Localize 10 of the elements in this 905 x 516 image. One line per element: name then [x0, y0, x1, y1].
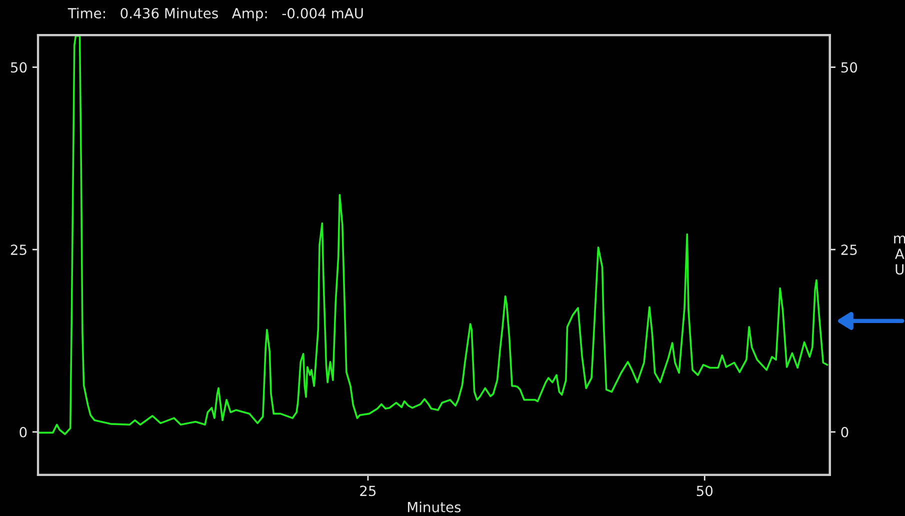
y2-axis-title: mAU — [894, 236, 905, 275]
y-tick-label: 0 — [20, 426, 27, 438]
y2-tick-label: 50 — [841, 62, 858, 73]
y-tick-label: 25 — [10, 244, 26, 256]
y-tick-label: 50 — [10, 62, 27, 73]
text: Time: 0.436 Minutes Amp: -0.004 mAU — [68, 8, 363, 22]
x-axis-title: Minutes — [408, 502, 461, 512]
line-series — [38, 35, 828, 436]
y2-tick-label: 0 — [841, 426, 848, 438]
y2-tick-label: 25 — [841, 244, 857, 256]
